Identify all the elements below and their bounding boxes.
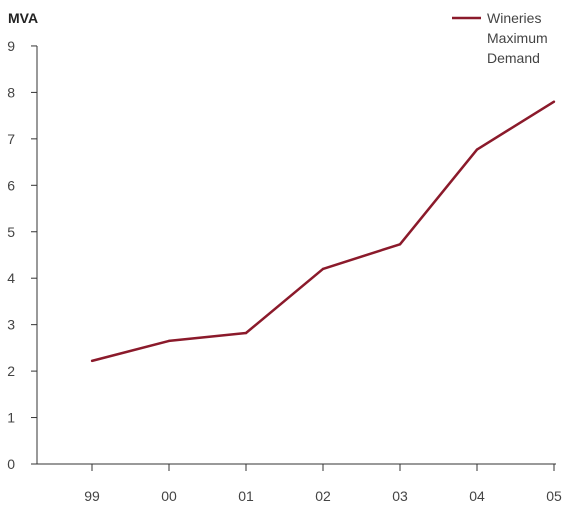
data-point bbox=[167, 339, 171, 343]
y-axis-label: MVA bbox=[8, 10, 38, 26]
x-tick-label: 05 bbox=[546, 488, 562, 504]
legend-label: Demand bbox=[487, 50, 540, 66]
y-axis: 0 1 2 3 4 5 6 7 8 9 bbox=[7, 38, 38, 472]
y-tick-label: 0 bbox=[7, 456, 15, 472]
x-tick-label: 03 bbox=[392, 488, 408, 504]
y-tick-label: 7 bbox=[7, 131, 15, 147]
y-tick-label: 3 bbox=[7, 317, 15, 333]
x-axis: 99 00 01 02 03 04 05 bbox=[37, 463, 562, 504]
y-tick-label: 9 bbox=[7, 38, 15, 54]
y-tick-label: 2 bbox=[7, 363, 15, 379]
x-tick-label: 99 bbox=[84, 488, 100, 504]
data-point bbox=[321, 267, 325, 271]
data-point bbox=[244, 331, 248, 335]
data-point bbox=[552, 100, 556, 103]
y-tick-label: 5 bbox=[7, 224, 15, 240]
legend-label: Maximum bbox=[487, 30, 548, 46]
data-point bbox=[475, 148, 479, 151]
y-tick-label: 1 bbox=[7, 410, 15, 426]
y-tick-label: 8 bbox=[7, 84, 15, 100]
x-tick-label: 00 bbox=[161, 488, 177, 504]
data-point bbox=[90, 359, 94, 363]
x-tick-label: 02 bbox=[315, 488, 331, 504]
legend-label: Wineries bbox=[487, 10, 541, 26]
series-line bbox=[91, 100, 555, 363]
series-layer bbox=[90, 100, 556, 363]
legend: Wineries Maximum Demand bbox=[452, 10, 548, 66]
y-tick-label: 6 bbox=[7, 177, 15, 193]
y-tick-label: 4 bbox=[7, 270, 15, 286]
x-tick-label: 01 bbox=[238, 488, 254, 504]
x-tick-label: 04 bbox=[469, 488, 485, 504]
data-point bbox=[398, 243, 402, 246]
